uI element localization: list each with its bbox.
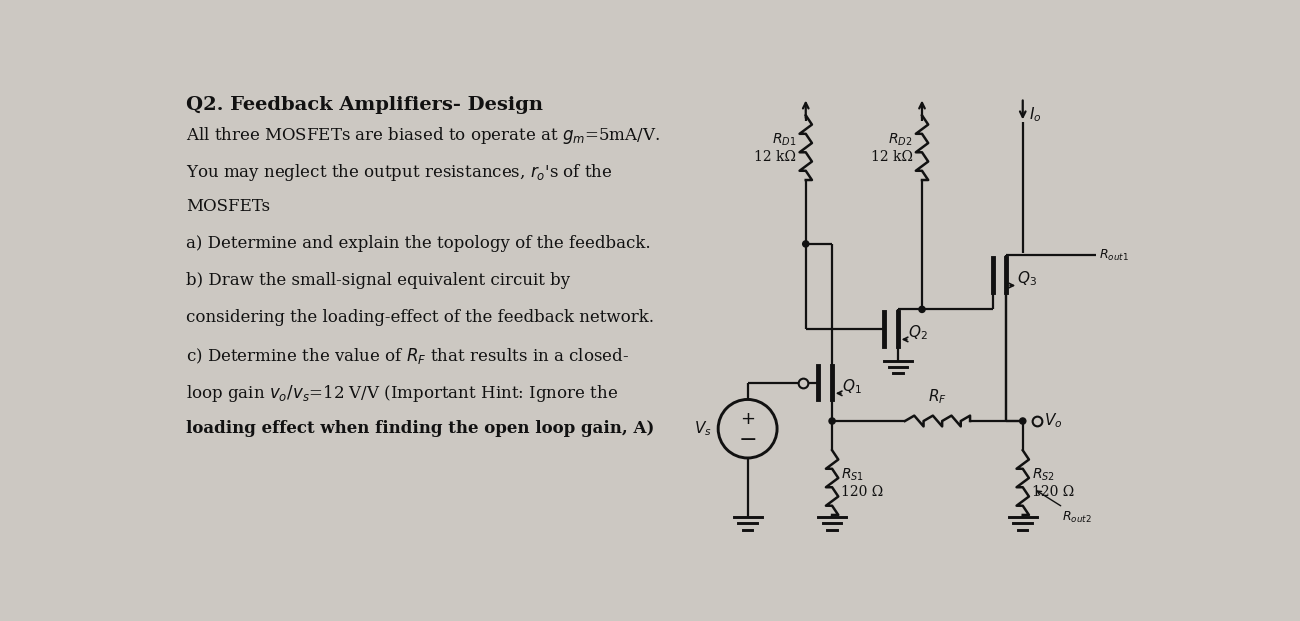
Text: All three MOSFETs are biased to operate at $g_m$=5mA/V.: All three MOSFETs are biased to operate …	[186, 125, 660, 145]
Text: $R_{out1}$: $R_{out1}$	[1100, 248, 1130, 263]
Text: considering the loading-effect of the feedback network.: considering the loading-effect of the fe…	[186, 309, 654, 327]
Text: $V_o$: $V_o$	[1044, 412, 1063, 430]
Text: 120 Ω: 120 Ω	[1032, 485, 1074, 499]
Circle shape	[829, 418, 835, 424]
Text: −: −	[738, 430, 757, 450]
Text: c) Determine the value of $R_F$ that results in a closed-: c) Determine the value of $R_F$ that res…	[186, 347, 629, 366]
Text: You may neglect the output resistances, $r_o$'s of the: You may neglect the output resistances, …	[186, 161, 612, 183]
Text: 12 kΩ: 12 kΩ	[871, 150, 913, 164]
Circle shape	[919, 306, 926, 312]
Text: $Q_3$: $Q_3$	[1017, 270, 1036, 288]
Text: Q2. Feedback Amplifiers- Design: Q2. Feedback Amplifiers- Design	[186, 96, 543, 114]
Text: $V_s$: $V_s$	[694, 419, 712, 438]
Text: $Q_1$: $Q_1$	[842, 377, 862, 396]
Text: a) Determine and explain the topology of the feedback.: a) Determine and explain the topology of…	[186, 235, 650, 253]
Text: $R_{D1}$: $R_{D1}$	[772, 132, 797, 148]
Text: $R_{S1}$: $R_{S1}$	[841, 467, 864, 483]
Text: loop gain $v_o/v_s$=12 V/V (Important Hint: Ignore the: loop gain $v_o/v_s$=12 V/V (Important Hi…	[186, 383, 618, 404]
Text: MOSFETs: MOSFETs	[186, 199, 270, 215]
Text: 120 Ω: 120 Ω	[841, 485, 884, 499]
Text: +: +	[740, 410, 755, 428]
Text: $R_{out2}$: $R_{out2}$	[1062, 510, 1091, 525]
Text: $R_F$: $R_F$	[928, 387, 946, 406]
Text: 12 kΩ: 12 kΩ	[754, 150, 797, 164]
Circle shape	[1019, 418, 1026, 424]
Circle shape	[802, 241, 809, 247]
Text: $R_{D2}$: $R_{D2}$	[888, 132, 913, 148]
Text: $Q_2$: $Q_2$	[907, 323, 928, 342]
Text: $I_o$: $I_o$	[1030, 106, 1041, 124]
Text: $R_{S2}$: $R_{S2}$	[1032, 467, 1056, 483]
Text: b) Draw the small-signal equivalent circuit by: b) Draw the small-signal equivalent circ…	[186, 273, 569, 289]
Text: loading effect when finding the open loop gain, A): loading effect when finding the open loo…	[186, 420, 654, 437]
